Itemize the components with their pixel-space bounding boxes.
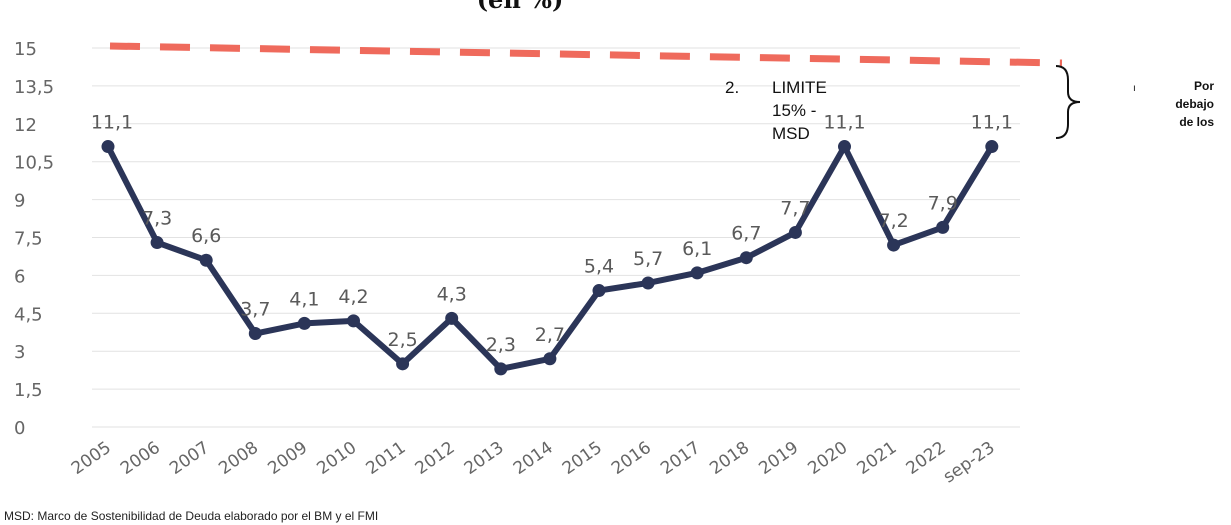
gridlines bbox=[92, 47, 1020, 428]
limit-annotation: 2. LIMITE 15% - MSD bbox=[725, 78, 827, 143]
data-label: 4,3 bbox=[437, 283, 467, 305]
data-point bbox=[936, 220, 950, 234]
data-point bbox=[150, 236, 164, 250]
data-point bbox=[788, 225, 802, 239]
y-tick-label: 3 bbox=[14, 342, 25, 363]
data-label: 3,7 bbox=[240, 299, 270, 321]
x-tick-label: 2013 bbox=[461, 438, 508, 479]
data-point bbox=[248, 327, 262, 341]
data-point bbox=[445, 311, 459, 325]
side-note: ı Por debajo de los bbox=[1133, 79, 1214, 129]
side-note-line-2: debajo bbox=[1175, 97, 1214, 111]
limit-line bbox=[109, 42, 1063, 67]
y-tick-label: 13,5 bbox=[14, 77, 54, 98]
data-label: 7,2 bbox=[878, 210, 908, 232]
data-point bbox=[494, 362, 508, 376]
x-tick-label: 2016 bbox=[608, 438, 655, 479]
footnote: MSD: Marco de Sostenibilidad de Deuda el… bbox=[4, 509, 378, 523]
x-tick-label: 2008 bbox=[215, 438, 262, 479]
data-point bbox=[101, 140, 115, 154]
data-label: 5,7 bbox=[633, 248, 663, 270]
x-tick-label: 2010 bbox=[313, 438, 360, 479]
x-tick-label: 2006 bbox=[117, 438, 164, 479]
limit-line-layer bbox=[109, 42, 1063, 67]
x-tick-label: 2019 bbox=[755, 438, 802, 479]
data-point bbox=[347, 314, 360, 328]
annotation-line-1: LIMITE bbox=[772, 78, 827, 97]
data-point bbox=[592, 284, 606, 298]
x-axis-ticks: 2005 2006 2007 2008 2009 2010 2011 2012 2013 2014… bbox=[68, 438, 999, 488]
x-tick-label: 2011 bbox=[363, 438, 410, 479]
x-tick-label: 2007 bbox=[166, 438, 213, 479]
data-label: 2,3 bbox=[486, 334, 516, 356]
data-label: 2,7 bbox=[535, 324, 565, 346]
data-label: 7,3 bbox=[142, 208, 172, 230]
x-tick-label: 2021 bbox=[854, 438, 901, 479]
data-label: 4,1 bbox=[289, 288, 319, 310]
data-label: 7,7 bbox=[780, 197, 810, 219]
x-tick-label: 2012 bbox=[412, 438, 459, 479]
y-tick-label: 1,5 bbox=[14, 380, 43, 401]
data-point bbox=[838, 140, 851, 154]
data-label: 11,1 bbox=[971, 112, 1013, 134]
data-label: 7,9 bbox=[928, 192, 958, 214]
data-point bbox=[985, 140, 999, 154]
y-tick-label: 9 bbox=[14, 191, 25, 212]
data-label: 11,1 bbox=[91, 112, 133, 134]
data-label: 6,7 bbox=[731, 223, 761, 245]
data-point bbox=[739, 251, 753, 265]
annotation-line-3: MSD bbox=[772, 124, 810, 143]
x-tick-label: 2017 bbox=[657, 438, 704, 479]
annotation-number: 2. bbox=[725, 78, 739, 97]
series-line-layer bbox=[101, 140, 999, 376]
data-point bbox=[396, 357, 410, 371]
data-point bbox=[199, 253, 213, 267]
data-label: 6,6 bbox=[191, 225, 221, 247]
data-label: 4,2 bbox=[338, 286, 368, 308]
y-tick-label: 7,5 bbox=[14, 229, 43, 250]
x-tick-label: 2015 bbox=[559, 438, 606, 479]
chart-title: (en %) bbox=[477, 0, 564, 14]
x-tick-label: 2018 bbox=[706, 438, 753, 479]
data-point bbox=[297, 316, 311, 330]
side-note-line-1: Por bbox=[1194, 79, 1214, 93]
side-note-line-3: de los bbox=[1179, 115, 1214, 129]
y-tick-label: 10,5 bbox=[14, 153, 54, 174]
x-tick-label: 2005 bbox=[68, 438, 115, 479]
y-tick-label: 12 bbox=[14, 115, 37, 136]
x-tick-label: 2020 bbox=[804, 438, 851, 479]
data-label: 5,4 bbox=[584, 256, 614, 278]
data-label: 2,5 bbox=[387, 329, 417, 351]
data-point bbox=[690, 266, 704, 280]
y-tick-label: 0 bbox=[14, 418, 25, 439]
y-axis-ticks: 0 1,5 3 4,5 6 7,5 9 10,5 12 13,5 15 bbox=[14, 39, 54, 439]
y-tick-label: 4,5 bbox=[14, 304, 43, 325]
y-tick-label: 15 bbox=[14, 39, 37, 60]
data-label: 11,1 bbox=[823, 112, 865, 134]
y-tick-label: 6 bbox=[14, 266, 25, 287]
x-tick-label: 2014 bbox=[510, 438, 557, 479]
data-labels: 11,1 7,3 6,6 3,7 4,1 4,2 2,5 4,3 2,3 2,7 5,4 5,7 6,1… bbox=[91, 112, 1013, 356]
x-tick-label: 2009 bbox=[264, 438, 311, 479]
side-note-bullet: ı bbox=[1133, 83, 1136, 94]
data-point bbox=[543, 352, 557, 366]
data-label: 6,1 bbox=[682, 238, 712, 260]
data-point bbox=[887, 238, 901, 252]
x-tick-label: sep-23 bbox=[940, 438, 999, 488]
data-point bbox=[641, 276, 655, 290]
right-brace bbox=[1055, 65, 1081, 139]
annotation-line-2: 15% - bbox=[772, 101, 816, 120]
